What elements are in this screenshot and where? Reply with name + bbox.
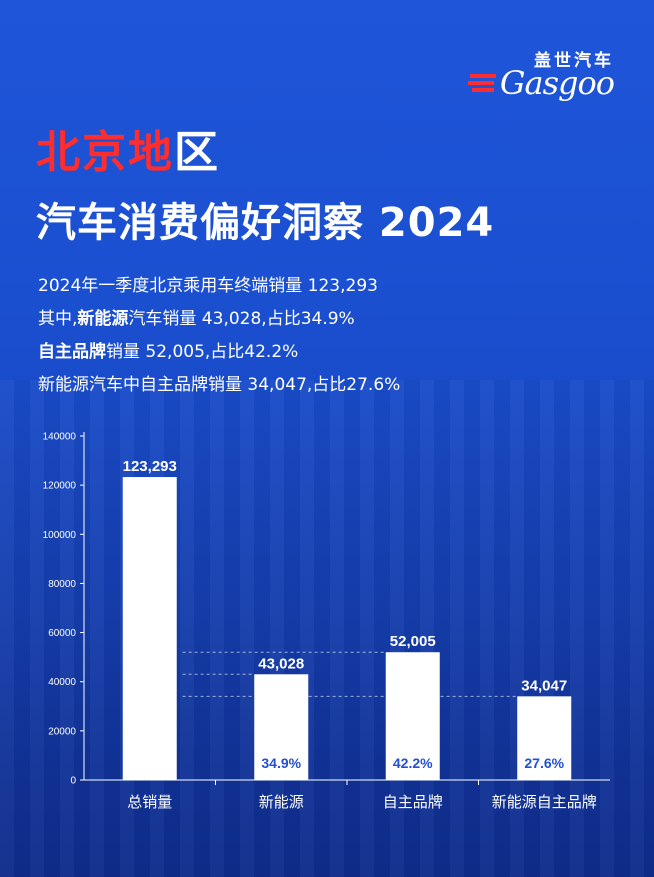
- logo-stripes-icon: [468, 74, 496, 92]
- x-category-label: 新能源: [259, 793, 304, 811]
- stat-line-total: 2024年一季度北京乘用车终端销量 123,293: [38, 276, 378, 296]
- logo-english-text: Gasgoo: [499, 64, 615, 102]
- sales-bar-chart: 020000400006000080000100000120000140000 …: [43, 432, 610, 811]
- chart-bars: [122, 477, 572, 780]
- y-tick-label: 20000: [48, 726, 76, 737]
- bar-3: [385, 652, 440, 780]
- page-title-line1: 北京地区: [36, 127, 220, 178]
- chart-labels: 123,293 总销量 43,028 34.9% 新能源 52,005 42.2% 自主品牌 3…: [123, 458, 597, 811]
- bar-percent-label: 27.6%: [524, 755, 564, 771]
- bar-1: [122, 477, 177, 780]
- y-tick-label: 60000: [48, 628, 76, 639]
- y-tick-label: 80000: [48, 579, 76, 590]
- y-tick-label: 0: [70, 776, 76, 787]
- bar-value-label: 52,005: [390, 633, 436, 650]
- bar-percent-label: 42.2%: [393, 755, 433, 771]
- chart-axes: 0 20000 40000 60000 80000 100000 120000 140000: [43, 432, 610, 787]
- x-category-label: 自主品牌: [383, 793, 443, 811]
- y-tick-label: 100000: [43, 530, 77, 541]
- y-tick-label: 120000: [43, 481, 77, 492]
- bar-value-label: 43,028: [258, 655, 304, 672]
- y-tick-label: 140000: [43, 432, 77, 443]
- x-category-label: 新能源自主品牌: [492, 793, 597, 811]
- gasgoo-logo: 盖世汽车 Gasgoo: [454, 46, 615, 102]
- x-category-label: 总销量: [127, 793, 172, 811]
- bar-2: [254, 674, 309, 780]
- stat-line-nev-domestic: 新能源汽车中自主品牌销量 34,047,占比27.6%: [38, 375, 401, 395]
- logo-chinese-text: 盖世汽车: [534, 51, 614, 71]
- stat-line-nev: 其中,新能源汽车销量 43,028,占比34.9%: [38, 309, 355, 329]
- bar-value-label: 34,047: [521, 677, 567, 694]
- stat-line-domestic: 自主品牌销量 52,005,占比42.2%: [38, 342, 299, 362]
- summary-stats: 2024年一季度北京乘用车终端销量 123,293 其中,新能源汽车销量 43,…: [38, 270, 400, 402]
- page-title-line2: 汽车消费偏好洞察 2024: [36, 200, 495, 246]
- bar-value-label: 123,293: [123, 458, 177, 475]
- bar-4: [517, 696, 572, 780]
- bar-percent-label: 34.9%: [261, 755, 301, 771]
- reference-lines: [182, 651, 518, 697]
- y-tick-label: 40000: [48, 677, 76, 688]
